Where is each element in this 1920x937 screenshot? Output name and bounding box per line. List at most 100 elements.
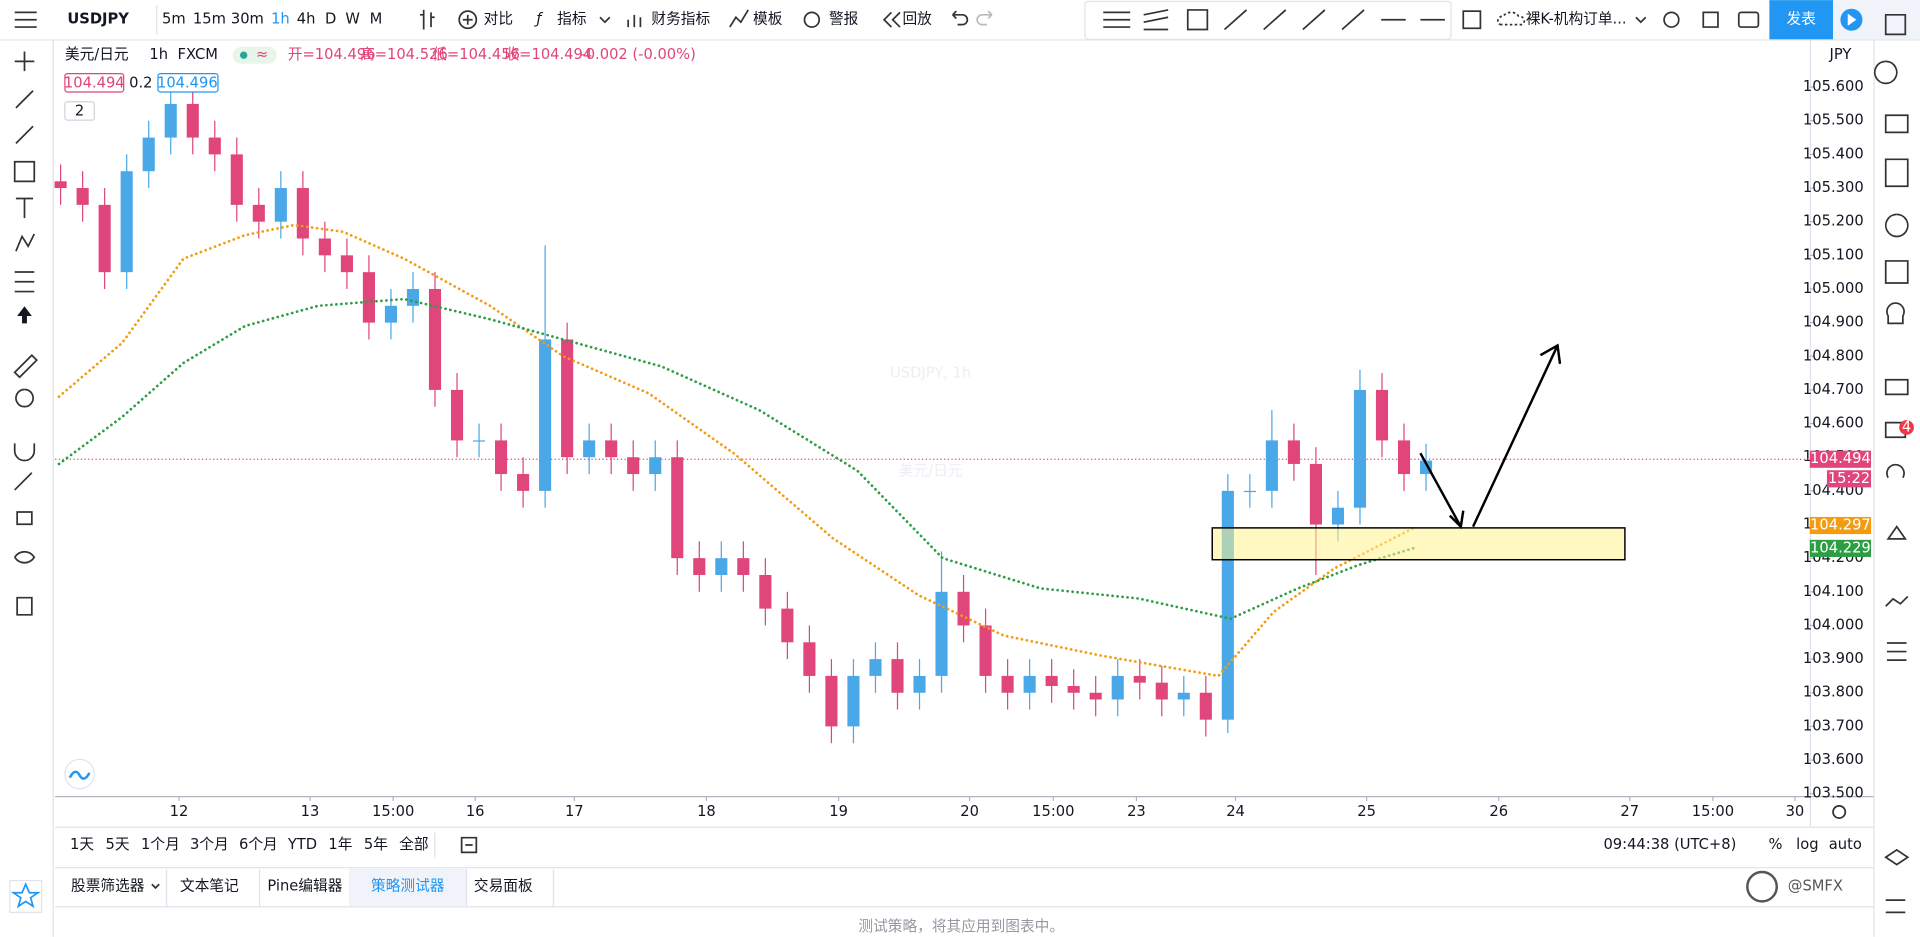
x-tick-label: 15:00 (1692, 803, 1734, 820)
range-button[interactable]: 3个月 (190, 836, 229, 853)
empty-message: 测试策略，将其应用到图表中。 (858, 917, 1064, 935)
range-button[interactable]: 全部 (399, 835, 428, 853)
candle-body (759, 574, 772, 609)
interval-button[interactable]: 4h (297, 11, 316, 28)
interval-button[interactable]: 5m (162, 11, 186, 28)
projection-arrow[interactable] (1419, 343, 1562, 530)
scale-option[interactable]: log (1796, 836, 1818, 853)
candle-body (891, 659, 904, 693)
range-button[interactable]: 1个月 (141, 836, 180, 853)
interval-button[interactable]: 30m (231, 11, 264, 28)
candle-body (1243, 490, 1256, 493)
candle-body (979, 625, 992, 676)
candle-body (120, 171, 133, 273)
panel-tab[interactable]: 策略测试器 (371, 878, 445, 895)
utility-tools[interactable] (13, 354, 38, 616)
candle-body (803, 642, 816, 676)
toolbar-button[interactable]: 警报 (829, 11, 859, 28)
panel-tab[interactable]: 股票筛选器 (71, 878, 145, 895)
candle-body (186, 103, 199, 138)
interval-button[interactable]: 15m (193, 11, 226, 28)
range-button[interactable]: 5天 (106, 836, 130, 853)
x-tick-label: 19 (829, 803, 848, 820)
candle-body (1309, 463, 1322, 525)
y-tick-label: 103.600 (1803, 751, 1864, 768)
y-tick-label: 105.600 (1803, 78, 1864, 95)
candle-body (54, 181, 67, 189)
chart-style-icon[interactable] (420, 9, 435, 30)
panel-tab[interactable]: 文本笔记 (180, 878, 239, 895)
candle-body (583, 440, 596, 458)
ma-price-label: 104.229 (1810, 539, 1871, 556)
moving-average (57, 297, 1416, 621)
x-tick-label: 24 (1226, 803, 1245, 820)
interval-button[interactable]: 1h (271, 11, 290, 28)
range-button[interactable]: 1年 (328, 836, 352, 853)
alert-badge (1899, 420, 1914, 435)
ma-price-tag (1809, 516, 1872, 535)
interval-button[interactable]: M (370, 11, 383, 28)
panel-tab[interactable]: Pine编辑器 (267, 878, 342, 895)
x-tick-label: 26 (1489, 803, 1508, 820)
compare-icon[interactable] (458, 10, 478, 30)
drawing-tools[interactable] (13, 90, 36, 293)
candle-body (781, 608, 794, 643)
collapse-indicators[interactable]: 2 (75, 103, 84, 120)
candle-body (142, 137, 155, 172)
candle-body (362, 272, 375, 323)
toolbar-button[interactable]: 对比 (484, 11, 513, 28)
y-tick-label: 104.900 (1803, 314, 1864, 331)
interval-button[interactable]: D (325, 11, 336, 28)
y-tick-label: 105.500 (1803, 112, 1864, 129)
legend-ohlc: 开=104.496高=104.526低=104.456收=104.494-0.0… (288, 46, 696, 63)
range-button[interactable]: 1天 (70, 836, 94, 853)
candle-body (825, 675, 838, 727)
candle-body (693, 558, 706, 575)
candle-body (472, 440, 486, 442)
candle-body (296, 188, 309, 239)
range-button[interactable]: 5年 (364, 836, 388, 853)
range-button[interactable]: 6个月 (239, 836, 278, 853)
interval-button[interactable]: W (345, 11, 360, 28)
candle-body (318, 238, 331, 256)
x-tick-label: 15:00 (372, 803, 414, 820)
active-tab-bg (348, 868, 467, 907)
toolbar-button[interactable]: 回放 (902, 11, 932, 28)
publish-label[interactable]: 发表 (1787, 11, 1817, 28)
clock: 09:44:38 (UTC+8) (1603, 836, 1736, 853)
x-tick-label: 15:00 (1032, 803, 1074, 820)
brand-watermark: @SMFX (1788, 878, 1843, 895)
layout-name[interactable]: 裸K-机构订单... (1526, 11, 1627, 28)
indicator-icon[interactable]: ƒ (533, 11, 543, 28)
menu-icon[interactable] (14, 11, 37, 28)
y-tick-label: 104.800 (1803, 347, 1864, 364)
toolbar-button[interactable]: 指标 (557, 11, 587, 28)
bid-price[interactable]: 104.494 (64, 74, 125, 91)
toolbar-button[interactable]: 财务指标 (651, 11, 710, 28)
bottom-bar: 1天 5天 1个月 3个月 6个月 YTD 1年 5年 全部 09:44:38 (UTC+8) … (55, 832, 1874, 935)
y-tick-label: 105.400 (1803, 145, 1864, 162)
top-toolbar: USDJPY 5m 15m 30m 1h 4h D W M 对比 ƒ 指标 财务指标 模板 警… (0, 0, 1920, 41)
publish-button[interactable] (1769, 0, 1834, 40)
symbol[interactable]: USDJPY (67, 11, 129, 28)
toolbar-button[interactable]: 模板 (753, 10, 783, 28)
candle-body (406, 288, 420, 306)
scale-option[interactable]: % (1769, 836, 1783, 853)
x-tick-label: 12 (170, 803, 189, 820)
panel-tab[interactable]: 交易面板 (474, 877, 533, 895)
x-tick-label: 13 (301, 803, 320, 820)
ma-price-label: 104.297 (1810, 517, 1871, 534)
scale-option[interactable]: auto (1829, 836, 1862, 853)
demand-zone[interactable] (1211, 527, 1626, 561)
last-price-tag (1809, 450, 1872, 468)
range-button[interactable]: YTD (287, 836, 317, 853)
ask-price[interactable]: 104.496 (157, 74, 218, 91)
candle-body (428, 288, 442, 390)
candle-body (517, 474, 530, 491)
y-tick-label: 105.300 (1803, 179, 1864, 196)
legend-symbol: 美元/日元 (65, 46, 129, 63)
crosshair-tool[interactable] (14, 51, 35, 72)
candle-body (1023, 675, 1036, 693)
y-tick-label: 105.000 (1803, 280, 1864, 297)
